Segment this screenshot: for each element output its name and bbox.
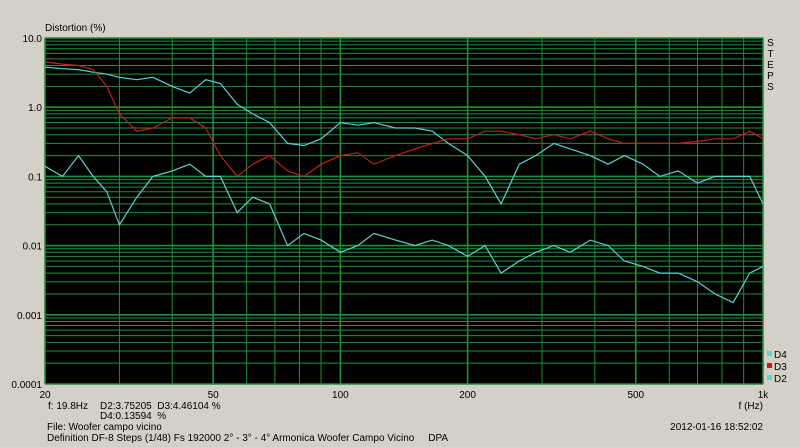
x-tick-label: 200 (459, 390, 476, 401)
legend-label: D4 (774, 350, 787, 361)
series-line (44, 66, 764, 206)
series-line (44, 61, 764, 178)
plot-background (44, 37, 764, 385)
y-tick-label: 0.0001 (11, 380, 42, 391)
x-tick-label: 500 (627, 390, 644, 401)
cursor-readout: D4:0.13594 % (100, 411, 166, 422)
side-label: STEPS (765, 38, 776, 93)
footer-file: File: Woofer campo vicino (47, 422, 162, 433)
y-tick-label: 0.1 (28, 172, 42, 183)
chart-title: Distortion (%) (45, 23, 106, 34)
x-tick-label: 20 (39, 390, 51, 401)
y-tick-label: 10.0 (23, 34, 43, 45)
legend-swatch (767, 375, 772, 380)
x-axis-label: f (Hz) (739, 401, 763, 412)
legend-label: D3 (774, 362, 787, 373)
x-tick-label: 50 (208, 390, 220, 401)
legend-swatch (767, 351, 772, 356)
x-tick-label: 1k (758, 390, 770, 401)
cursor-frequency: f: 19.8Hz (48, 401, 88, 412)
y-tick-label: 0.001 (17, 311, 42, 322)
footer-definition: Definition DF-8 Steps (1/48) Fs 192000 2… (47, 433, 448, 444)
cursor-readout: D2:3.75205 D3:4.46104 % (100, 401, 221, 412)
series-line (44, 154, 764, 304)
legend-swatch (767, 363, 772, 368)
legend-label: D2 (774, 374, 787, 385)
y-tick-label: 0.01 (23, 242, 43, 253)
footer-timestamp: 2012-01-16 18:52:02 (670, 422, 763, 433)
x-tick-label: 100 (332, 390, 349, 401)
y-tick-label: 1.0 (28, 103, 42, 114)
